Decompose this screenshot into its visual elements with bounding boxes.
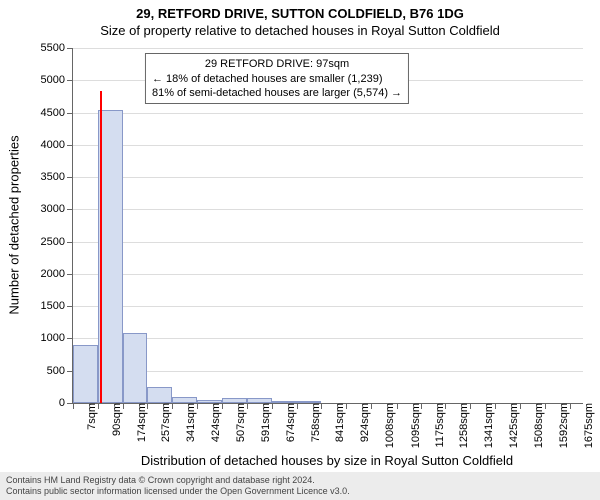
x-tick: [570, 403, 571, 409]
x-tick: [470, 403, 471, 409]
grid-line: [73, 113, 583, 114]
x-tick-label: 591sqm: [252, 403, 272, 442]
annotation-line-2: ← 18% of detached houses are smaller (1,…: [152, 72, 402, 86]
y-tick-label: 3000: [41, 203, 73, 215]
grid-line: [73, 242, 583, 243]
x-tick: [98, 403, 99, 409]
histogram-bar: [172, 397, 197, 403]
page-subtitle: Size of property relative to detached ho…: [0, 21, 600, 38]
y-tick-label: 0: [59, 397, 73, 409]
histogram-bar: [297, 401, 322, 403]
grid-line: [73, 177, 583, 178]
x-tick-label: 174sqm: [128, 403, 148, 442]
y-tick-label: 5500: [41, 42, 73, 54]
x-tick: [545, 403, 546, 409]
x-tick-label: 1175sqm: [426, 403, 446, 447]
x-tick: [272, 403, 273, 409]
x-tick: [445, 403, 446, 409]
x-tick: [495, 403, 496, 409]
x-tick-label: 1592sqm: [550, 403, 570, 448]
grid-line: [73, 371, 583, 372]
x-tick-label: 674sqm: [277, 403, 297, 442]
subject-marker-line: [100, 91, 102, 403]
y-tick-label: 1500: [41, 300, 73, 312]
y-tick-label: 1000: [41, 332, 73, 344]
x-tick: [222, 403, 223, 409]
x-tick: [371, 403, 372, 409]
grid-line: [73, 274, 583, 275]
x-tick-label: 841sqm: [326, 403, 346, 442]
grid-line: [73, 145, 583, 146]
x-axis-label: Distribution of detached houses by size …: [72, 453, 582, 468]
y-tick-label: 500: [47, 365, 73, 377]
y-tick-label: 3500: [41, 171, 73, 183]
x-tick-label: 7sqm: [78, 403, 98, 430]
footer-line-2: Contains public sector information licen…: [6, 486, 594, 497]
x-tick: [197, 403, 198, 409]
x-tick: [172, 403, 173, 409]
x-tick-label: 1425sqm: [500, 403, 520, 448]
x-tick-label: 1675sqm: [575, 403, 595, 448]
x-tick: [520, 403, 521, 409]
y-tick-label: 4000: [41, 139, 73, 151]
footer: Contains HM Land Registry data © Crown c…: [0, 472, 600, 500]
annotation-line-3: 81% of semi-detached houses are larger (…: [152, 86, 402, 100]
x-tick-label: 1258sqm: [450, 403, 470, 448]
footer-line-1: Contains HM Land Registry data © Crown c…: [6, 475, 594, 486]
plot-area: 0500100015002000250030003500400045005000…: [72, 48, 583, 404]
x-tick: [123, 403, 124, 409]
x-tick-label: 924sqm: [351, 403, 371, 442]
x-tick: [321, 403, 322, 409]
x-tick-label: 1008sqm: [376, 403, 396, 448]
x-tick-label: 758sqm: [302, 403, 322, 442]
x-tick: [147, 403, 148, 409]
x-tick-label: 424sqm: [202, 403, 222, 442]
x-tick-label: 341sqm: [177, 403, 197, 442]
y-axis-label: Number of detached properties: [7, 135, 22, 314]
annotation-box: 29 RETFORD DRIVE: 97sqm← 18% of detached…: [145, 53, 409, 104]
grid-line: [73, 48, 583, 49]
annotation-line-1: 29 RETFORD DRIVE: 97sqm: [152, 57, 402, 71]
x-tick-label: 507sqm: [227, 403, 247, 442]
x-tick: [247, 403, 248, 409]
histogram-bar: [222, 398, 247, 403]
histogram-bar: [123, 333, 148, 403]
page-title: 29, RETFORD DRIVE, SUTTON COLDFIELD, B76…: [0, 0, 600, 21]
x-tick-label: 1095sqm: [402, 403, 422, 448]
x-tick: [346, 403, 347, 409]
histogram-bar: [147, 387, 172, 403]
x-tick: [397, 403, 398, 409]
histogram-bar: [73, 345, 98, 403]
grid-line: [73, 338, 583, 339]
grid-line: [73, 306, 583, 307]
x-tick-label: 1508sqm: [525, 403, 545, 448]
histogram-bar: [247, 398, 272, 403]
chart-container: 29, RETFORD DRIVE, SUTTON COLDFIELD, B76…: [0, 0, 600, 500]
x-tick: [297, 403, 298, 409]
x-tick-label: 1341sqm: [475, 403, 495, 448]
y-tick-label: 4500: [41, 107, 73, 119]
x-tick-label: 90sqm: [103, 403, 123, 436]
histogram-bar: [272, 401, 297, 403]
y-tick-label: 5000: [41, 74, 73, 86]
y-tick-label: 2000: [41, 268, 73, 280]
grid-line: [73, 209, 583, 210]
x-tick: [73, 403, 74, 409]
x-tick: [421, 403, 422, 409]
y-tick-label: 2500: [41, 236, 73, 248]
histogram-bar: [197, 400, 222, 403]
x-tick-label: 257sqm: [152, 403, 172, 442]
